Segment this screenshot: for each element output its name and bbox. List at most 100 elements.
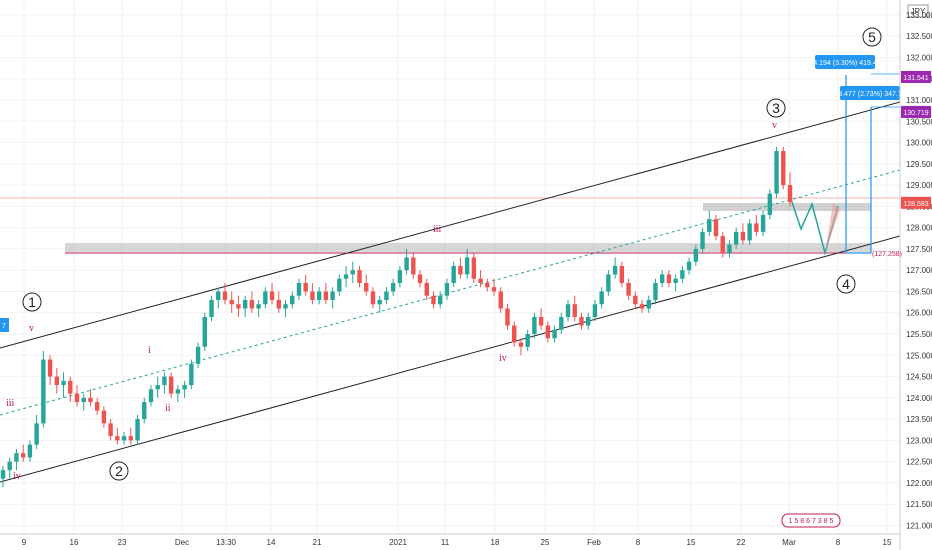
candle xyxy=(525,329,530,352)
candle xyxy=(68,376,73,403)
x-tick-label: 2021 xyxy=(389,538,407,547)
measure-box-1 xyxy=(815,55,875,69)
candle xyxy=(754,214,759,237)
candle xyxy=(209,295,214,322)
y-tick-label: 124.000 xyxy=(906,394,932,403)
candle xyxy=(303,274,308,296)
candle xyxy=(404,248,409,275)
candle xyxy=(236,295,241,317)
upper-channel-line xyxy=(0,101,901,349)
candle xyxy=(182,380,187,398)
y-tick-label: 125.000 xyxy=(906,351,932,360)
currency-label: JPY xyxy=(911,7,926,16)
candle xyxy=(680,265,685,283)
target-zone xyxy=(703,203,871,211)
sub-label-iii-1: iii xyxy=(6,398,15,409)
wave-label-3: 3 xyxy=(766,98,786,118)
wave-label-5: 5 xyxy=(862,27,882,47)
candle xyxy=(707,210,712,237)
candle xyxy=(88,389,93,407)
candle xyxy=(142,397,147,424)
y-tick-label: 130.000 xyxy=(906,139,932,148)
candle xyxy=(54,368,60,394)
candle xyxy=(189,359,194,390)
wave-label-4: 4 xyxy=(836,274,856,294)
y-tick-label: 132.000 xyxy=(906,53,932,62)
x-tick-label: 8 xyxy=(636,538,641,547)
left-price-tag-text: 7 xyxy=(2,323,6,330)
candle xyxy=(350,261,355,283)
y-tick-label: 122.000 xyxy=(906,479,932,488)
candle xyxy=(512,321,517,347)
y-tick-label: 121.500 xyxy=(906,500,932,509)
candle xyxy=(612,257,618,279)
candle xyxy=(263,287,268,309)
wave-label-2: 2 xyxy=(109,461,129,481)
x-tick-label: 25 xyxy=(541,538,550,547)
price-tag xyxy=(901,70,931,83)
price-tags: 131.541 130.719 128.583 xyxy=(901,70,931,209)
candle xyxy=(135,414,140,445)
candle xyxy=(572,295,577,322)
y-tick-label: 128.000 xyxy=(906,224,932,233)
y-tick-label: 127.500 xyxy=(906,245,932,254)
y-tick-label: 130.500 xyxy=(906,117,932,126)
candle xyxy=(168,372,174,398)
candle xyxy=(128,427,134,445)
candle xyxy=(565,299,571,322)
candle xyxy=(290,291,295,309)
candle xyxy=(377,295,382,313)
lower-channel-line xyxy=(0,235,901,483)
x-tick-label: 14 xyxy=(267,538,276,547)
x-tick-label: 23 xyxy=(118,538,127,547)
candle xyxy=(249,291,255,313)
bottom-tag xyxy=(781,513,841,528)
y-tick-label: 123.500 xyxy=(906,415,932,424)
candle xyxy=(700,227,705,254)
sub-label-iii-2: iii xyxy=(433,224,442,235)
candle xyxy=(417,270,423,288)
candle xyxy=(592,299,598,322)
candle xyxy=(579,312,584,330)
candle xyxy=(767,189,773,220)
candle xyxy=(384,287,389,305)
y-tick-label: 133.000 xyxy=(906,11,932,20)
y-tick-label: 129.500 xyxy=(906,160,932,169)
candle xyxy=(364,274,369,296)
candle xyxy=(774,146,779,198)
candle xyxy=(464,248,470,279)
candle xyxy=(397,265,403,288)
candle xyxy=(27,440,33,462)
candle xyxy=(34,414,39,449)
candle xyxy=(538,308,544,330)
candle xyxy=(20,444,26,462)
sub-label-v-1: v xyxy=(29,323,34,334)
candle xyxy=(633,291,638,309)
candle xyxy=(713,214,719,241)
candle xyxy=(760,210,766,237)
x-tick-label: Dec xyxy=(175,538,189,547)
candle xyxy=(357,265,362,288)
y-tick-label: 126.000 xyxy=(906,309,932,318)
candle xyxy=(316,287,322,305)
candle xyxy=(41,351,46,428)
price-tag-label: 128.583 xyxy=(903,201,928,208)
candle xyxy=(74,385,80,407)
candle xyxy=(229,291,234,313)
candle xyxy=(61,372,66,398)
x-tick-label: 22 xyxy=(737,538,746,547)
candle xyxy=(781,146,786,190)
candle xyxy=(0,465,6,488)
svg-text:5: 5 xyxy=(868,29,876,45)
y-tick-label: 121.000 xyxy=(906,521,932,530)
candle xyxy=(438,291,443,309)
candles xyxy=(0,146,793,488)
x-tick-label: 15 xyxy=(687,538,696,547)
candle xyxy=(424,278,429,300)
price-tag xyxy=(901,196,931,209)
svg-text:2: 2 xyxy=(115,463,123,479)
candle xyxy=(532,312,537,339)
x-tick-label: 13:30 xyxy=(216,538,237,547)
candle xyxy=(148,385,154,407)
